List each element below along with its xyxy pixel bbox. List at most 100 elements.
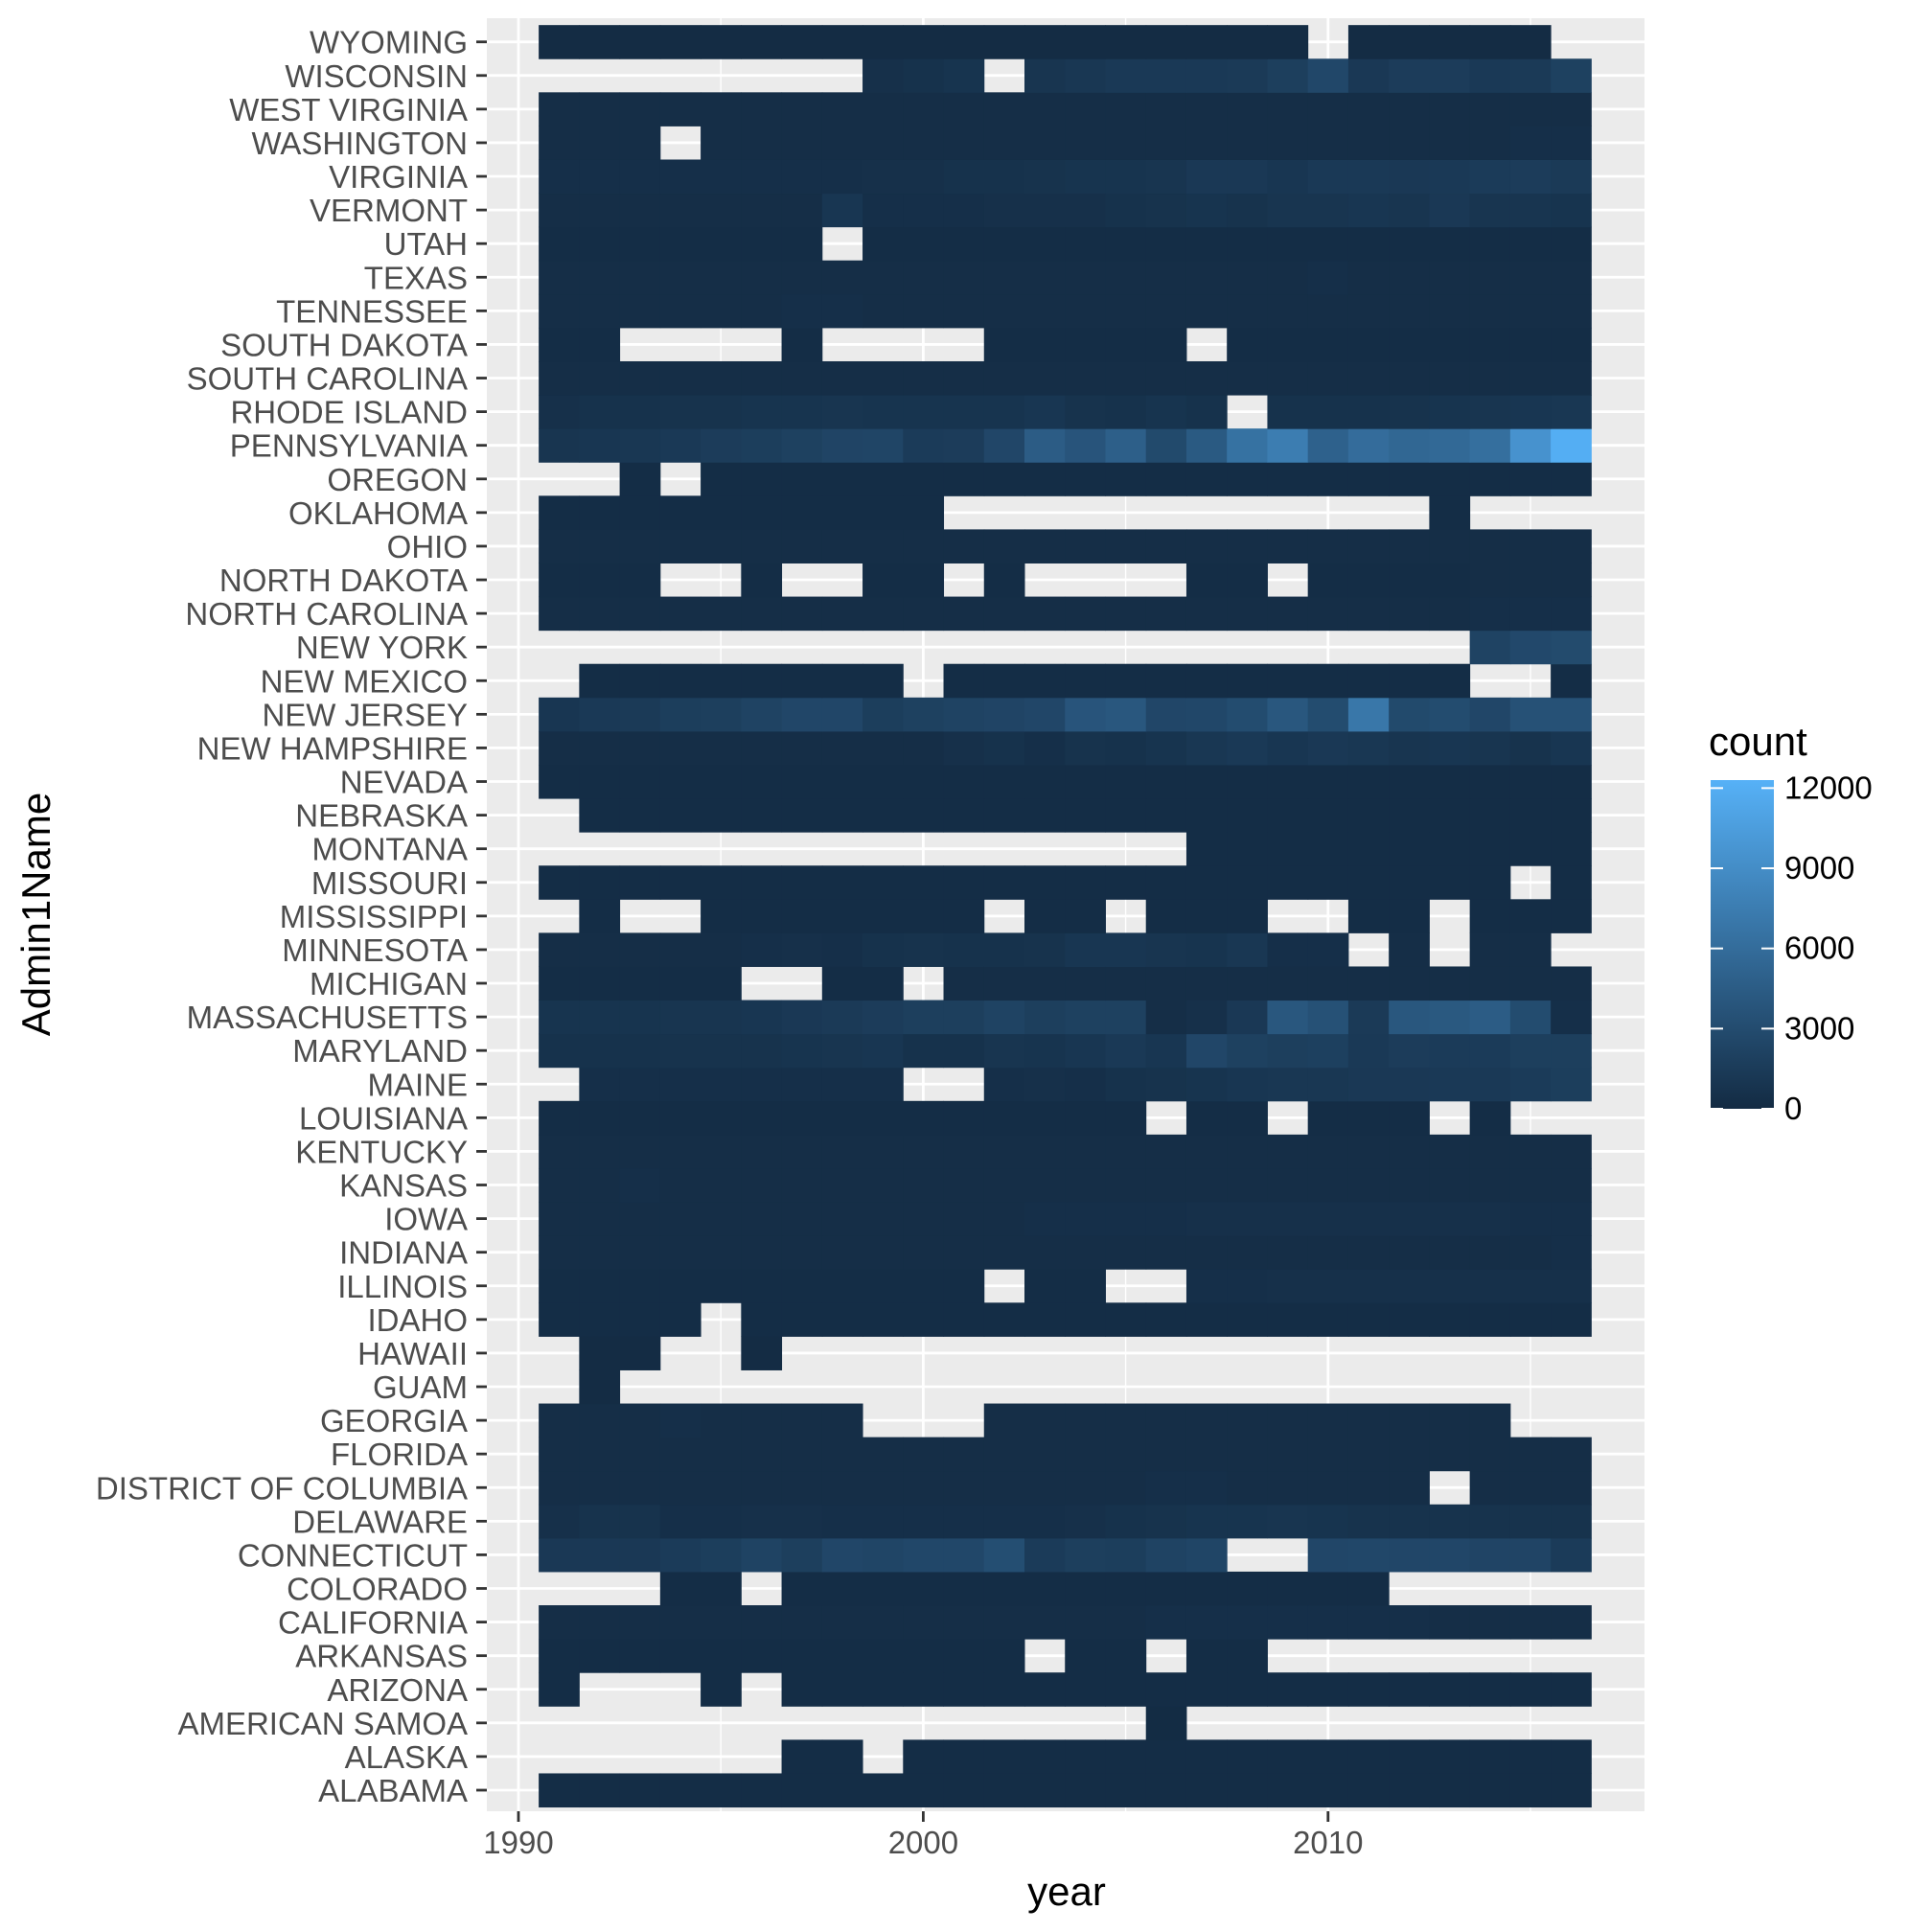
heatmap-tile <box>701 428 742 463</box>
legend: count 0 3000 6000 9000 12000 <box>1709 719 1873 1126</box>
heatmap-tile <box>1227 428 1268 463</box>
heatmap-tile <box>1185 293 1228 329</box>
heatmap-tile <box>1509 395 1552 429</box>
heatmap-tile <box>1469 159 1511 195</box>
heatmap-tile <box>862 865 904 900</box>
heatmap-tile <box>539 1437 580 1472</box>
heatmap-tile <box>943 462 985 496</box>
heatmap-tile <box>741 260 783 295</box>
heatmap-tile <box>1551 1235 1592 1270</box>
heatmap-tile <box>1227 327 1268 362</box>
heatmap-tile <box>701 92 742 126</box>
y-tick-label: WYOMING <box>310 25 468 60</box>
heatmap-tile <box>701 1437 742 1472</box>
heatmap-tile <box>903 563 945 598</box>
heatmap-tile <box>1429 428 1471 463</box>
heatmap-tile <box>1389 1773 1430 1808</box>
heatmap-tile <box>741 25 783 59</box>
heatmap-tile <box>862 25 904 59</box>
heatmap-tile <box>701 1067 742 1102</box>
heatmap-tile <box>1227 1033 1268 1069</box>
heatmap-tile <box>1065 1470 1106 1506</box>
heatmap-tile <box>1227 193 1268 228</box>
y-tick-label: TEXAS <box>364 260 468 295</box>
heatmap-tile <box>1429 697 1471 732</box>
heatmap-tile <box>1389 1739 1430 1774</box>
heatmap-tile <box>1227 966 1268 1001</box>
heatmap-tile <box>781 92 823 126</box>
heatmap-tile <box>862 495 904 530</box>
heatmap-tile <box>1185 1571 1228 1606</box>
heatmap-tile <box>1469 899 1511 933</box>
heatmap-tile <box>579 395 621 429</box>
heatmap-tile <box>741 1336 783 1370</box>
heatmap-tile <box>1145 159 1187 195</box>
heatmap-tile <box>1509 1739 1552 1774</box>
heatmap-tile <box>1469 92 1511 126</box>
heatmap-tile <box>1065 1235 1106 1270</box>
heatmap-tile <box>701 1773 742 1808</box>
heatmap-tile <box>821 1437 863 1472</box>
y-tick-label: HAWAII <box>357 1336 468 1371</box>
legend-title: count <box>1709 719 1807 764</box>
heatmap-tile <box>862 58 904 93</box>
heatmap-tile <box>1307 293 1349 329</box>
heatmap-tile <box>1389 730 1430 766</box>
heatmap-tile <box>821 428 863 463</box>
heatmap-tile <box>781 1537 823 1573</box>
heatmap-tile <box>1429 1167 1471 1203</box>
heatmap-tile <box>1024 1202 1066 1236</box>
heatmap-tile <box>983 663 1025 699</box>
heatmap-tile <box>1267 1672 1309 1707</box>
heatmap-tile <box>1065 1504 1106 1539</box>
heatmap-tile <box>1551 428 1592 463</box>
heatmap-tile <box>943 193 985 228</box>
heatmap-tile <box>1065 596 1106 632</box>
heatmap-tile <box>1065 1605 1106 1640</box>
heatmap-tile <box>1065 764 1106 799</box>
heatmap-tile <box>781 1100 823 1136</box>
heatmap-tile <box>1509 764 1552 799</box>
heatmap-tile <box>1145 1033 1187 1069</box>
heatmap-tile <box>781 1067 823 1102</box>
y-tick-label: MASSACHUSETTS <box>187 1000 468 1035</box>
heatmap-tile <box>1024 1605 1066 1640</box>
heatmap-tile <box>539 1470 580 1506</box>
heatmap-tile <box>741 1605 783 1640</box>
heatmap-tile <box>983 260 1025 295</box>
heatmap-tile <box>1105 730 1147 766</box>
heatmap-tile <box>1024 1167 1066 1203</box>
heatmap-tile <box>1307 1100 1349 1136</box>
heatmap-tile <box>1065 932 1106 967</box>
heatmap-tile <box>741 428 783 463</box>
heatmap-tile <box>903 1033 945 1069</box>
heatmap-tile <box>1389 563 1430 598</box>
heatmap-tile <box>1429 226 1471 262</box>
heatmap-tile <box>1509 1067 1552 1102</box>
heatmap-tile <box>1185 193 1228 228</box>
heatmap-tile <box>1185 226 1228 262</box>
y-tick-label: RHODE ISLAND <box>230 395 468 430</box>
heatmap-tile <box>579 563 621 598</box>
heatmap-tile <box>701 1403 742 1438</box>
heatmap-tile <box>619 395 661 429</box>
heatmap-tile <box>903 193 945 228</box>
heatmap-tile <box>983 159 1025 195</box>
heatmap-tile <box>781 1167 823 1203</box>
heatmap-tile <box>659 1067 702 1102</box>
heatmap-tile <box>1267 226 1309 262</box>
heatmap-tile <box>701 1605 742 1640</box>
legend-tick-label: 6000 <box>1784 931 1854 966</box>
heatmap-tile <box>1227 663 1268 699</box>
y-tick-label: KENTUCKY <box>295 1134 468 1169</box>
heatmap-tile <box>1509 226 1552 262</box>
heatmap-tile <box>1145 596 1187 632</box>
heatmap-tile <box>539 1134 580 1169</box>
heatmap-tile <box>1347 293 1390 329</box>
heatmap-tile <box>741 596 783 632</box>
heatmap-tile <box>1469 1437 1511 1472</box>
heatmap-tile <box>1389 596 1430 632</box>
heatmap-tile <box>539 92 580 126</box>
heatmap-tile <box>1145 193 1187 228</box>
heatmap-tile <box>1389 126 1430 160</box>
